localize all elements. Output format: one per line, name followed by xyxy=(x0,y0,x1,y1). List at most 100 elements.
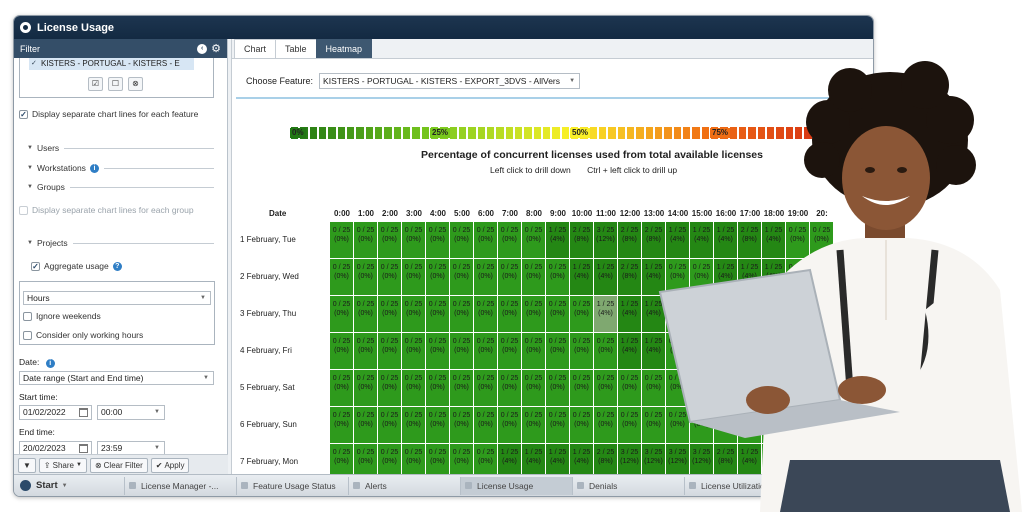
heatmap-cell[interactable]: 3 / 25 (12%) xyxy=(642,444,665,480)
task-license-usage[interactable]: License Usage xyxy=(460,476,572,495)
task-alerts[interactable]: Alerts xyxy=(348,476,460,495)
heatmap-cell[interactable]: 0 / 25(0%) xyxy=(546,259,569,295)
heatmap-cell[interactable]: 0 / 25(0%) xyxy=(498,296,521,332)
heatmap-cell[interactable]: 0 / 25(0%) xyxy=(426,370,449,406)
date-mode-select[interactable]: Date range (Start and End time) ▼ xyxy=(19,371,214,385)
tab-table[interactable]: Table xyxy=(275,39,317,58)
separate-group-checkbox[interactable] xyxy=(19,205,28,215)
heatmap-cell[interactable]: 0 / 25(0%) xyxy=(354,333,377,369)
heatmap-cell[interactable]: 0 / 25(0%) xyxy=(594,333,617,369)
heatmap-cell[interactable]: 0 / 25(0%) xyxy=(426,333,449,369)
heatmap-cell[interactable]: 0 / 25(0%) xyxy=(474,259,497,295)
heatmap-cell[interactable]: 0 / 25(0%) xyxy=(450,296,473,332)
heatmap-cell[interactable]: 2 / 25 (8%) xyxy=(642,222,665,258)
heatmap-cell[interactable]: 0 / 25(0%) xyxy=(474,296,497,332)
heatmap-cell[interactable]: 0 / 25(0%) xyxy=(666,259,689,295)
heatmap-cell[interactable]: 0 / 25(0%) xyxy=(450,259,473,295)
aggregate-usage-checkbox[interactable]: ✓ xyxy=(31,261,40,271)
select-all-button[interactable]: ☑ xyxy=(88,77,103,91)
start-button[interactable]: Start ▼ xyxy=(14,480,124,491)
heatmap-cell[interactable]: 1 / 25(4%) xyxy=(618,333,641,369)
heatmap-cell[interactable]: 0 / 25(0%) xyxy=(450,444,473,480)
tab-chart[interactable]: Chart xyxy=(234,39,277,58)
heatmap-cell[interactable]: 0 / 25(0%) xyxy=(402,333,425,369)
heatmap-cell[interactable]: 0 / 25(0%) xyxy=(546,296,569,332)
heatmap-cell[interactable]: 2 / 25 (8%) xyxy=(714,444,737,480)
heatmap-cell[interactable]: 0 / 25(0%) xyxy=(642,370,665,406)
heatmap-cell[interactable]: 0 / 25(0%) xyxy=(618,370,641,406)
heatmap-cell[interactable]: 0 / 25(0%) xyxy=(354,222,377,258)
heatmap-cell[interactable]: 1 / 25(4%) xyxy=(738,444,761,480)
heatmap-cell[interactable]: 0 / 25(0%) xyxy=(402,222,425,258)
heatmap-cell[interactable]: 0 / 25(0%) xyxy=(450,407,473,443)
heatmap-cell[interactable]: 1 / 25(4%) xyxy=(546,444,569,480)
share-button[interactable]: ⇪ Share ▼ xyxy=(38,457,87,473)
heatmap-cell[interactable]: 0 / 25(0%) xyxy=(570,333,593,369)
heatmap-cell[interactable]: 0 / 25(0%) xyxy=(618,407,641,443)
heatmap-cell[interactable]: 0 / 25(0%) xyxy=(570,407,593,443)
heatmap-cell[interactable]: 2 / 25 (8%) xyxy=(618,259,641,295)
heatmap-cell[interactable]: 0 / 25(0%) xyxy=(354,296,377,332)
collapse-icon[interactable]: ‹ xyxy=(197,43,208,54)
heatmap-cell[interactable]: 3 / 25 (12%) xyxy=(666,444,689,480)
filter-toggle-button[interactable]: ▼ xyxy=(18,457,36,473)
heatmap-cell[interactable]: 0 / 25(0%) xyxy=(570,296,593,332)
heatmap-cell[interactable]: 1 / 25(4%) xyxy=(642,259,665,295)
heatmap-cell[interactable]: 0 / 25(0%) xyxy=(522,222,545,258)
heatmap-cell[interactable]: 0 / 25(0%) xyxy=(498,333,521,369)
heatmap-cell[interactable]: 0 / 25(0%) xyxy=(378,444,401,480)
calendar-icon[interactable] xyxy=(79,444,88,453)
heatmap-cell[interactable]: 2 / 25 (8%) xyxy=(618,222,641,258)
heatmap-cell[interactable]: 0 / 25(0%) xyxy=(426,407,449,443)
heatmap-cell[interactable]: 1 / 25(4%) xyxy=(594,296,617,332)
heatmap-cell[interactable]: 0 / 25(0%) xyxy=(378,333,401,369)
heatmap-cell[interactable]: 1 / 25(4%) xyxy=(522,444,545,480)
clear-selection-button[interactable]: ⊗ xyxy=(128,77,143,91)
heatmap-cell[interactable]: 0 / 25(0%) xyxy=(450,370,473,406)
projects-section[interactable]: ▼ Projects xyxy=(19,238,214,248)
start-date-input[interactable]: 01/02/2022 xyxy=(19,405,92,420)
heatmap-cell[interactable]: 0 / 25(0%) xyxy=(522,407,545,443)
heatmap-cell[interactable]: 0 / 25(0%) xyxy=(426,296,449,332)
apply-button[interactable]: ✔ Apply xyxy=(150,457,190,473)
task-license-manager[interactable]: License Manager -... xyxy=(124,476,236,495)
heatmap-cell[interactable]: 0 / 25(0%) xyxy=(786,222,809,258)
heatmap-cell[interactable]: 0 / 25(0%) xyxy=(426,222,449,258)
feature-list[interactable]: KISTERS - PORTUGAL - KISTERS - E ☑ ☐ ⊗ xyxy=(19,58,214,98)
gear-icon[interactable]: ⚙ xyxy=(211,42,221,55)
heatmap-cell[interactable]: 0 / 25(0%) xyxy=(498,370,521,406)
heatmap-cell[interactable]: 0 / 25(0%) xyxy=(354,407,377,443)
ignore-weekends-checkbox[interactable] xyxy=(23,311,32,321)
heatmap-cell[interactable]: 0 / 25(0%) xyxy=(450,222,473,258)
heatmap-cell[interactable]: 2 / 25 (8%) xyxy=(570,222,593,258)
task-feature-usage-status[interactable]: Feature Usage Status xyxy=(236,476,348,495)
users-section[interactable]: ▼ Users xyxy=(19,143,214,153)
heatmap-cell[interactable]: 0 / 25(0%) xyxy=(498,259,521,295)
heatmap-cell[interactable]: 0 / 25(0%) xyxy=(354,370,377,406)
heatmap-cell[interactable]: 0 / 25(0%) xyxy=(450,333,473,369)
heatmap-cell[interactable]: 0 / 25(0%) xyxy=(546,333,569,369)
heatmap-cell[interactable]: 0 / 25(0%) xyxy=(378,370,401,406)
heatmap-cell[interactable]: 0 / 25(0%) xyxy=(330,333,353,369)
heatmap-cell[interactable]: 0 / 25(0%) xyxy=(570,370,593,406)
heatmap-cell[interactable]: 0 / 25(0%) xyxy=(546,370,569,406)
heatmap-cell[interactable]: 0 / 25(0%) xyxy=(402,444,425,480)
heatmap-cell[interactable]: 1 / 25(4%) xyxy=(690,222,713,258)
task-denials[interactable]: Denials xyxy=(572,476,684,495)
heatmap-cell[interactable]: 0 / 25(0%) xyxy=(474,407,497,443)
heatmap-cell[interactable]: 0 / 25(0%) xyxy=(522,259,545,295)
heatmap-cell[interactable]: 0 / 25(0%) xyxy=(666,407,689,443)
heatmap-cell[interactable]: 1 / 25(4%) xyxy=(594,259,617,295)
heatmap-cell[interactable]: 0 / 25(0%) xyxy=(402,407,425,443)
heatmap-cell[interactable]: 0 / 25(0%) xyxy=(474,222,497,258)
heatmap-cell[interactable]: 0 / 25(0%) xyxy=(378,222,401,258)
info-icon[interactable]: i xyxy=(45,359,55,368)
heatmap-cell[interactable]: 0 / 25(0%) xyxy=(354,444,377,480)
heatmap-cell[interactable]: 1 / 25(4%) xyxy=(570,259,593,295)
info-icon[interactable]: i xyxy=(89,163,99,173)
heatmap-cell[interactable]: 3 / 25 (12%) xyxy=(594,222,617,258)
heatmap-cell[interactable]: 0 / 25(0%) xyxy=(594,407,617,443)
tab-heatmap[interactable]: Heatmap xyxy=(315,39,373,58)
heatmap-cell[interactable]: 2 / 25 (8%) xyxy=(594,444,617,480)
heatmap-cell[interactable]: 0 / 25(0%) xyxy=(378,296,401,332)
